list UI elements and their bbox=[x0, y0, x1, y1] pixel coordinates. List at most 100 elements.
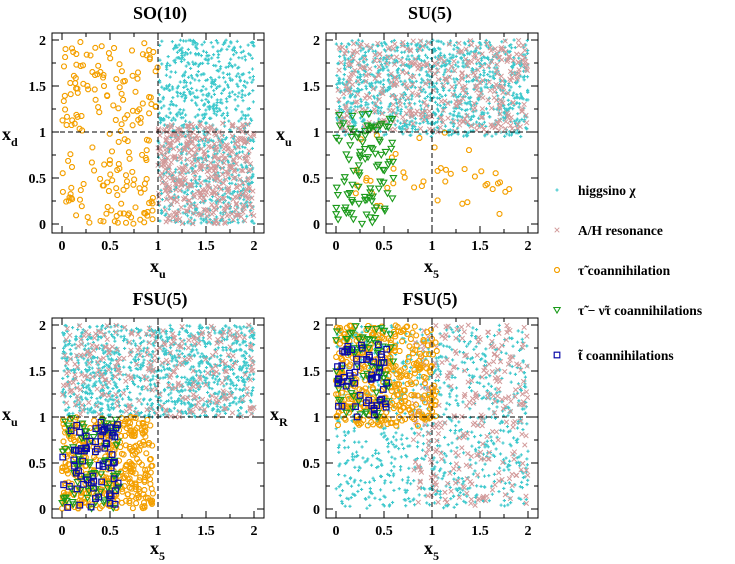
point-higgsino bbox=[211, 82, 215, 86]
point-higgsino bbox=[482, 111, 486, 115]
point-higgsino bbox=[247, 189, 252, 193]
point-higgsino bbox=[197, 79, 201, 83]
point-higgsino bbox=[402, 102, 407, 106]
point-stau bbox=[416, 135, 423, 141]
point-stau-sneutrino bbox=[347, 133, 356, 142]
point-higgsino bbox=[199, 89, 203, 93]
point-stau bbox=[459, 200, 466, 207]
point-higgsino bbox=[246, 92, 251, 96]
point-higgsino bbox=[246, 113, 250, 117]
point-higgsino bbox=[454, 54, 458, 59]
point-higgsino bbox=[458, 92, 462, 96]
point-resonance bbox=[178, 182, 184, 189]
point-resonance bbox=[173, 194, 179, 201]
point-higgsino bbox=[250, 220, 254, 224]
point-higgsino bbox=[202, 217, 206, 221]
point-higgsino bbox=[382, 56, 386, 60]
point-higgsino bbox=[180, 124, 184, 128]
point-stau bbox=[65, 197, 72, 204]
point-stau bbox=[88, 159, 95, 166]
point-higgsino bbox=[420, 48, 425, 52]
point-resonance bbox=[186, 127, 192, 133]
point-higgsino bbox=[170, 118, 174, 122]
point-higgsino bbox=[212, 102, 216, 106]
point-resonance bbox=[212, 174, 218, 180]
point-higgsino bbox=[180, 95, 184, 99]
point-higgsino bbox=[373, 65, 377, 69]
point-higgsino bbox=[191, 166, 195, 170]
point-higgsino bbox=[131, 339, 136, 343]
point-higgsino bbox=[463, 108, 467, 113]
point-resonance bbox=[217, 178, 223, 184]
point-resonance bbox=[156, 190, 162, 196]
point-stau bbox=[100, 218, 107, 225]
point-higgsino bbox=[410, 130, 414, 134]
point-resonance bbox=[232, 194, 238, 200]
point-stau bbox=[141, 40, 148, 47]
point-higgsino bbox=[173, 70, 178, 74]
point-higgsino bbox=[359, 49, 363, 53]
point-higgsino bbox=[232, 372, 236, 376]
point-resonance bbox=[184, 123, 190, 129]
point-higgsino bbox=[434, 81, 439, 85]
point-resonance bbox=[185, 345, 192, 351]
point-higgsino bbox=[140, 387, 144, 392]
point-higgsino bbox=[443, 93, 448, 97]
point-higgsino bbox=[420, 77, 424, 81]
point-stau bbox=[139, 51, 146, 58]
point-higgsino bbox=[243, 54, 247, 58]
point-resonance bbox=[94, 372, 101, 378]
point-higgsino bbox=[202, 144, 207, 148]
point-resonance bbox=[241, 140, 248, 146]
point-resonance bbox=[415, 66, 421, 72]
point-higgsino bbox=[366, 102, 370, 106]
point-stau bbox=[141, 180, 148, 187]
point-resonance bbox=[86, 399, 92, 406]
point-resonance bbox=[213, 217, 219, 223]
point-resonance bbox=[196, 340, 202, 346]
point-higgsino bbox=[179, 59, 184, 64]
y-tick-label: 0.5 bbox=[303, 172, 321, 187]
point-stau bbox=[478, 168, 485, 175]
point-higgsino bbox=[242, 84, 246, 88]
point-higgsino bbox=[204, 97, 208, 102]
point-higgsino bbox=[88, 378, 92, 383]
point-higgsino bbox=[177, 332, 181, 337]
point-higgsino bbox=[486, 46, 491, 50]
point-higgsino bbox=[224, 65, 228, 69]
point-resonance bbox=[190, 210, 197, 216]
point-higgsino bbox=[89, 395, 93, 400]
point-stau bbox=[130, 181, 137, 188]
point-resonance bbox=[79, 402, 85, 408]
point-stau-sneutrino bbox=[332, 204, 341, 212]
point-higgsino bbox=[414, 44, 419, 48]
point-higgsino bbox=[399, 79, 403, 83]
point-resonance bbox=[157, 145, 163, 152]
point-stau bbox=[434, 197, 441, 204]
point-resonance bbox=[93, 331, 99, 337]
point-stau bbox=[129, 72, 136, 79]
point-stau-sneutrino bbox=[344, 156, 354, 164]
point-higgsino bbox=[76, 358, 80, 362]
point-higgsino bbox=[246, 107, 250, 111]
point-stau bbox=[92, 72, 99, 78]
point-higgsino bbox=[360, 119, 364, 123]
point-higgsino bbox=[225, 113, 230, 118]
point-higgsino bbox=[343, 58, 347, 62]
point-higgsino bbox=[490, 134, 494, 138]
point-higgsino bbox=[162, 104, 166, 108]
point-stau bbox=[59, 188, 66, 195]
point-higgsino bbox=[225, 47, 229, 51]
point-higgsino bbox=[355, 75, 360, 79]
point-higgsino bbox=[151, 374, 155, 378]
point-higgsino bbox=[251, 386, 255, 390]
point-higgsino bbox=[201, 49, 206, 53]
point-resonance bbox=[161, 152, 168, 159]
point-higgsino bbox=[112, 380, 116, 384]
point-resonance bbox=[220, 120, 226, 126]
point-higgsino bbox=[204, 93, 209, 97]
point-higgsino bbox=[372, 96, 377, 100]
point-resonance bbox=[67, 332, 73, 338]
point-higgsino bbox=[216, 55, 220, 60]
point-resonance bbox=[474, 87, 480, 93]
